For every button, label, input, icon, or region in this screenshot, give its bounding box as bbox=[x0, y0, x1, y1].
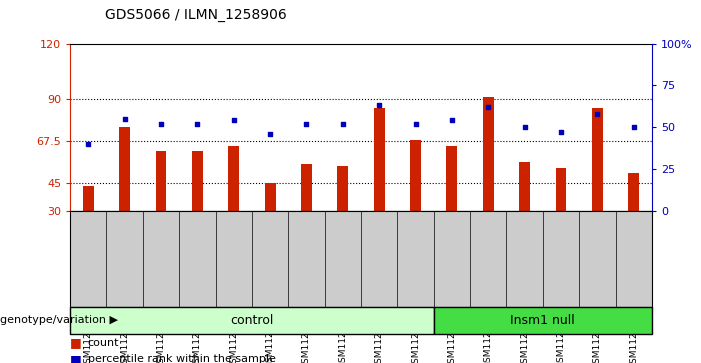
Bar bbox=[265, 183, 275, 211]
Point bbox=[264, 131, 275, 136]
Point bbox=[337, 121, 348, 127]
Text: ■: ■ bbox=[70, 337, 82, 350]
Point bbox=[519, 124, 530, 130]
Text: genotype/variation ▶: genotype/variation ▶ bbox=[0, 315, 118, 325]
Text: ■: ■ bbox=[70, 353, 82, 363]
Point bbox=[410, 121, 421, 127]
Bar bbox=[447, 146, 457, 211]
Point bbox=[156, 121, 167, 127]
Bar bbox=[483, 97, 494, 211]
Bar bbox=[410, 140, 421, 211]
Point bbox=[592, 111, 603, 117]
Point bbox=[483, 104, 494, 110]
Bar bbox=[70, 307, 434, 334]
Point bbox=[228, 118, 239, 123]
Bar bbox=[519, 162, 530, 211]
Point bbox=[555, 129, 566, 135]
Bar bbox=[119, 127, 130, 211]
Point bbox=[119, 116, 130, 122]
Bar bbox=[628, 174, 639, 211]
Point bbox=[628, 124, 639, 130]
Bar bbox=[83, 187, 94, 211]
Bar bbox=[229, 146, 239, 211]
Bar bbox=[374, 109, 385, 211]
Text: control: control bbox=[230, 314, 273, 327]
Bar bbox=[556, 168, 566, 211]
Point bbox=[83, 141, 94, 147]
Bar bbox=[192, 151, 203, 211]
Point bbox=[447, 118, 458, 123]
Bar bbox=[301, 164, 312, 211]
Text: percentile rank within the sample: percentile rank within the sample bbox=[88, 354, 275, 363]
Point bbox=[301, 121, 312, 127]
Text: Insm1 null: Insm1 null bbox=[510, 314, 576, 327]
Text: GDS5066 / ILMN_1258906: GDS5066 / ILMN_1258906 bbox=[105, 8, 287, 22]
Bar bbox=[434, 307, 652, 334]
Bar bbox=[337, 166, 348, 211]
Point bbox=[192, 121, 203, 127]
Bar bbox=[592, 109, 603, 211]
Bar bbox=[156, 151, 166, 211]
Text: count: count bbox=[88, 338, 119, 348]
Point bbox=[374, 102, 385, 108]
